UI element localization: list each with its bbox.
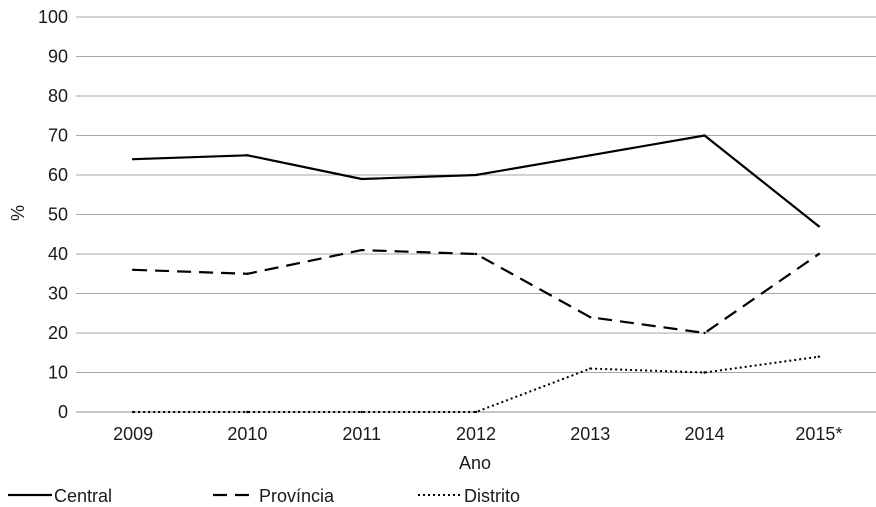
y-tick-label: 50 <box>48 205 68 225</box>
series-line-provincia <box>133 249 820 335</box>
data-point <box>474 173 478 177</box>
series-line-distrito <box>133 355 820 413</box>
data-point <box>703 371 706 374</box>
x-tick-label: 2014 <box>685 424 725 444</box>
y-tick-label: 40 <box>48 244 68 264</box>
data-point <box>246 410 249 414</box>
x-tick-label: 2010 <box>227 424 267 444</box>
y-tick-label: 60 <box>48 165 68 185</box>
gridlines <box>76 16 876 413</box>
data-point <box>817 225 821 228</box>
y-axis-title: % <box>8 205 28 221</box>
data-point <box>131 268 135 271</box>
data-point <box>589 154 592 157</box>
legend-label: Central <box>54 486 112 506</box>
data-point <box>474 252 478 256</box>
x-tick-label: 2015* <box>795 424 842 444</box>
y-axis-ticks: 0 10 20 30 40 50 60 70 80 90 100 <box>38 7 68 422</box>
data-point <box>589 316 592 319</box>
data-point <box>817 252 821 256</box>
y-tick-label: 70 <box>48 126 68 146</box>
y-tick-label: 80 <box>48 86 68 106</box>
x-tick-label: 2013 <box>570 424 610 444</box>
data-point <box>589 367 592 370</box>
y-tick-label: 10 <box>48 363 68 383</box>
x-tick-label: 2012 <box>456 424 496 444</box>
data-point <box>246 272 249 275</box>
legend: Central Província Distrito <box>8 486 520 506</box>
data-point <box>817 355 821 358</box>
data-point <box>360 177 363 181</box>
y-tick-label: 90 <box>48 47 68 67</box>
data-point <box>360 248 363 252</box>
legend-label: Distrito <box>464 486 520 506</box>
series-lines <box>131 134 821 414</box>
series-line-central <box>133 134 820 228</box>
legend-label: Província <box>259 486 335 506</box>
data-point <box>703 134 706 137</box>
y-tick-label: 100 <box>38 7 68 27</box>
data-point <box>474 410 478 414</box>
y-tick-label: 0 <box>58 402 68 422</box>
data-point <box>131 158 135 161</box>
data-point <box>246 154 249 157</box>
x-tick-label: 2009 <box>113 424 153 444</box>
data-point <box>703 331 706 335</box>
data-point <box>360 410 363 414</box>
x-axis-title: Ano <box>459 453 491 473</box>
y-tick-label: 20 <box>48 323 68 343</box>
x-tick-label: 2011 <box>342 424 381 444</box>
x-axis-ticks: 2009 2010 2011 2012 2013 2014 2015* <box>113 424 842 444</box>
y-tick-label: 30 <box>48 284 68 304</box>
data-point <box>131 410 135 414</box>
